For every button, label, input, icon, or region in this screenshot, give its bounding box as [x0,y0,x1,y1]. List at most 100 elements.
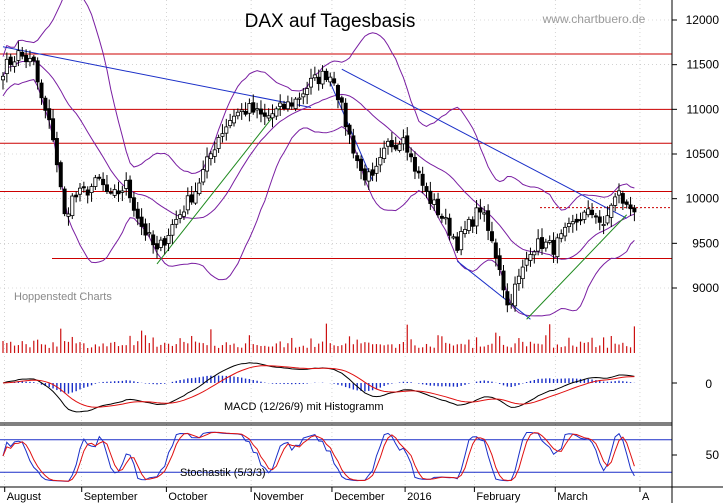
candle-body [628,204,633,210]
candle-body [43,97,48,111]
x-tick-label: August [7,491,41,503]
candle-body [12,61,17,67]
candle-body [532,251,537,256]
candle-body [401,137,406,145]
candle-body [462,229,467,235]
y-axis-ticks: 12000 11500 11000 10500 10000 9500 9000 [672,13,720,456]
candle-body [389,140,394,148]
candle-body [378,157,383,166]
stochastic-50-tick: 50 [706,448,720,462]
candle-body [54,138,59,166]
candle-body [93,177,98,187]
candle-body [20,51,25,57]
candle-body [347,124,352,135]
source-label: Hoppenstedt Charts [14,291,112,303]
candle-body [436,198,441,216]
candle-body [412,157,417,172]
candle-body [328,76,333,83]
candle-body [270,113,275,119]
watermark: www.chartbuero.de [542,12,646,26]
candle-body [393,144,398,150]
candle-body [224,126,229,134]
candle-body [432,199,437,205]
candle-body [27,57,32,63]
stoch-d-line [2,431,635,482]
candle-body [447,217,452,236]
candlesticks [0,41,637,313]
candle-body [555,237,560,258]
candle-body [181,211,186,217]
candle-body [455,236,460,251]
candle-body [590,209,595,216]
candle-body [212,149,217,157]
candle-body [70,195,75,217]
candle-body [108,191,113,194]
candle-body [301,93,306,98]
y-tick-label: 9500 [692,236,719,250]
candle-body [39,82,44,99]
trend-line-blue [341,68,627,219]
bollinger-middle [2,60,635,260]
volume-bars [2,323,636,353]
candle-body [528,254,533,261]
candle-body [385,140,390,147]
candle-body [158,239,163,248]
candle-body [151,234,156,246]
candle-body [362,168,367,181]
candle-body [563,226,568,237]
candle-body [35,60,40,83]
candle-body [205,156,210,172]
candle-body [8,56,13,65]
candle-body [51,118,56,141]
candle-body [78,187,83,195]
candle-body [308,77,313,88]
candle-body [243,110,248,115]
candle-body [505,291,510,306]
trend-line-blue [456,260,531,320]
stoch-k-line [2,431,635,482]
candle-body [0,75,6,81]
candle-body [586,208,591,216]
candle-body [193,191,198,204]
candle-body [578,219,583,222]
y-tick-label: 12000 [686,13,720,27]
candle-body [197,182,202,195]
candle-body [255,108,260,111]
candle-body [543,241,548,249]
candle-body [262,112,267,117]
candle-body [516,275,521,284]
candle-body [166,235,171,244]
chart-title: DAX auf Tagesbasis [245,11,416,32]
candle-body [312,74,317,79]
candle-body [617,190,622,196]
trend-line-green [156,107,281,265]
candle-body [620,193,625,204]
stochastic-panel [0,431,672,482]
trend-line-green [526,214,628,320]
candle-body [16,50,21,61]
x-axis-months: August September October November December 20… [4,487,650,503]
candle-body [251,102,256,113]
candle-body [420,173,425,186]
candle-body [374,165,379,174]
candle-body [489,231,494,242]
x-tick-label: November [253,491,304,503]
candle-body [4,58,9,75]
candle-body [185,195,190,211]
candle-body [482,212,487,215]
candle-body [566,223,571,228]
macd-panel [2,362,636,413]
candle-body [135,208,140,219]
candle-body [58,162,63,188]
candle-body [131,197,136,211]
candle-body [597,216,602,223]
candle-body [613,196,618,206]
candle-body [85,189,90,196]
candle-body [201,169,206,183]
candle-body [624,201,629,205]
candle-body [332,78,337,84]
candle-body [497,255,502,271]
signal-line [2,365,635,408]
